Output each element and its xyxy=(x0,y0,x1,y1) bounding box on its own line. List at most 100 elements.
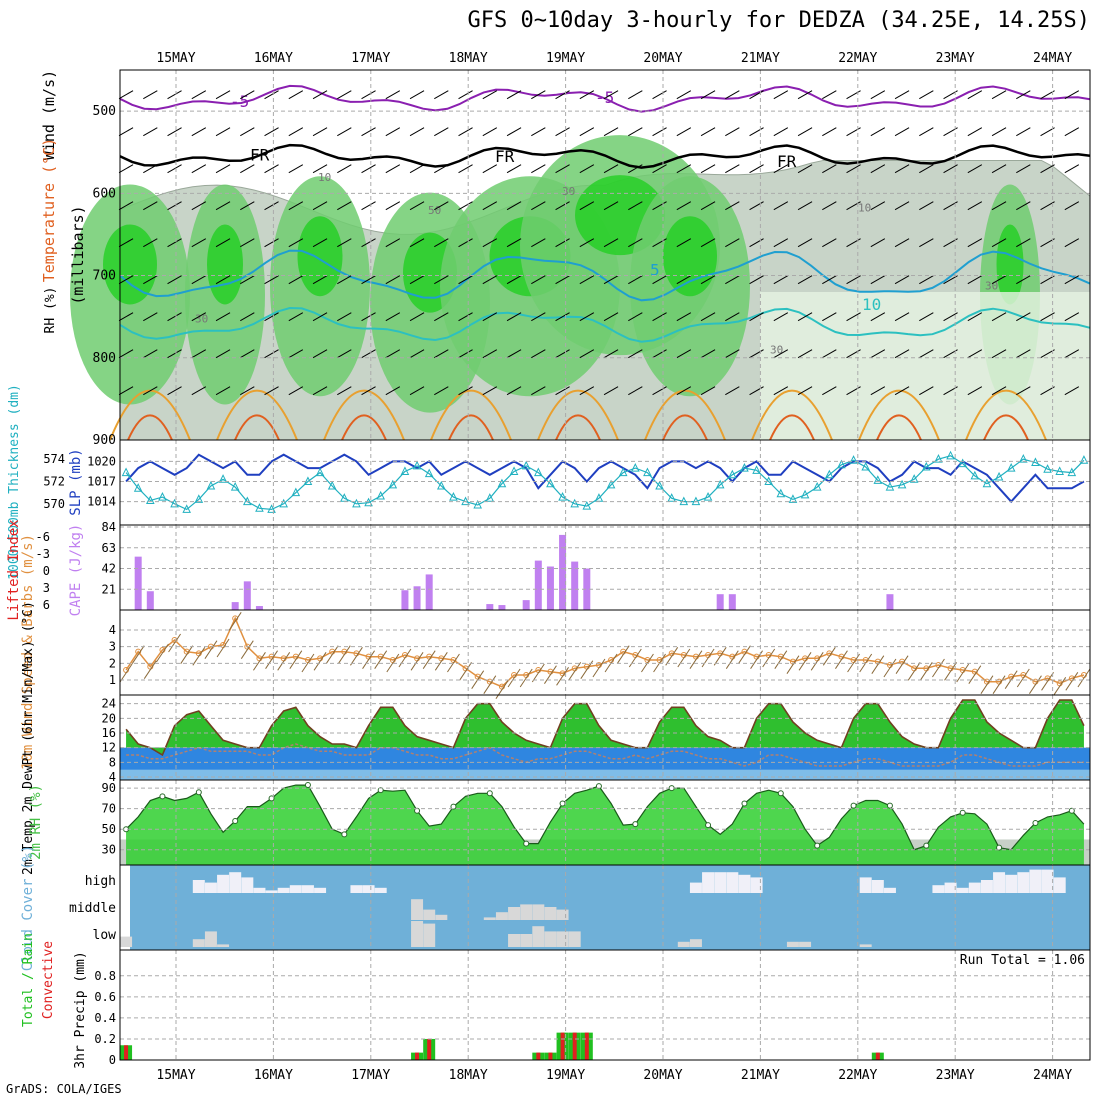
temp-tick-label: 12 xyxy=(102,741,116,755)
wind-barb-10m xyxy=(325,645,339,664)
wind-barb xyxy=(919,127,934,137)
wind-barb-10m xyxy=(447,653,460,673)
wind-barb-10m xyxy=(944,662,957,681)
wind-barb xyxy=(773,275,789,285)
wind-barb xyxy=(1016,312,1031,322)
cloud-bar-low xyxy=(544,931,557,947)
wind-barb xyxy=(676,386,692,396)
wind-barb xyxy=(1016,386,1031,396)
wind-barb xyxy=(409,90,425,100)
wind-barb xyxy=(773,90,789,100)
wind-barb xyxy=(1040,312,1055,322)
isotherm-label: FR xyxy=(250,145,270,164)
cloud-bar-high xyxy=(968,882,981,893)
wind-barb xyxy=(1064,238,1080,248)
wind-barb-10m xyxy=(956,663,970,683)
wind-barb xyxy=(167,201,182,211)
wind-barb xyxy=(288,386,304,396)
thickness-point xyxy=(158,492,167,501)
cloud-level-label: high xyxy=(85,874,116,889)
wind-barb xyxy=(919,201,934,211)
cloud-level-label: low xyxy=(93,928,117,943)
wind-barb xyxy=(822,238,837,248)
cloud-axis-label: Cloud Cover (%) xyxy=(20,845,36,971)
wind-barb-10m xyxy=(701,648,715,668)
wind-barb xyxy=(506,238,522,248)
wind-barb xyxy=(118,312,134,322)
wind-barb xyxy=(482,127,498,137)
wind-barb-10m xyxy=(350,647,363,666)
wind-barb xyxy=(531,312,546,322)
date-label-bottom: 24MAY xyxy=(1033,1068,1072,1083)
wind-barb xyxy=(1064,312,1080,322)
wind-barb xyxy=(628,201,643,211)
date-label-bottom: 17MAY xyxy=(351,1068,390,1083)
wind-barb xyxy=(1064,349,1080,359)
wind-barb-10m xyxy=(422,650,436,669)
wind-barb xyxy=(385,275,401,285)
wind-barb-10m xyxy=(810,652,824,671)
wind-barb-10m xyxy=(1053,677,1067,696)
wind-barb xyxy=(870,164,886,174)
wind-barb-10m xyxy=(835,650,848,669)
wind-barb-10m xyxy=(628,648,642,668)
thickness-point xyxy=(121,467,131,477)
wind-barb xyxy=(870,386,886,396)
cape-bar xyxy=(498,605,506,610)
cloud-bar-high xyxy=(204,882,217,893)
cloud-bar-high xyxy=(253,887,266,893)
wind-barb xyxy=(700,349,716,359)
temp-tick-label: 16 xyxy=(102,726,116,740)
wind-barb xyxy=(191,238,207,248)
wind-barb xyxy=(288,90,304,100)
cloud-bar-low xyxy=(192,939,205,947)
thickness-tick-label: 572 xyxy=(43,475,65,489)
wind-barb xyxy=(749,127,764,137)
wind-barb xyxy=(652,90,667,100)
isotherm-label: FR xyxy=(777,152,797,171)
thickness-point xyxy=(558,492,567,501)
wind-barb xyxy=(628,90,643,100)
cloud-bar-low xyxy=(799,941,812,947)
thickness-point xyxy=(449,492,458,501)
wind-barb xyxy=(482,164,498,174)
wind-barb xyxy=(458,275,473,285)
rh-tick-label: 30 xyxy=(102,843,116,857)
pressure-tick-label: 600 xyxy=(93,186,116,201)
wind-tick-label: 3 xyxy=(109,640,116,654)
precip-convective-label: Convective xyxy=(41,941,56,1019)
wind-barb xyxy=(482,201,498,211)
wind-barb xyxy=(361,90,376,100)
wind-barb-10m xyxy=(240,640,254,659)
wind-barb xyxy=(749,312,764,322)
wind-barb xyxy=(312,127,328,137)
rh-contour-label: 50 xyxy=(428,204,441,217)
isotherm-20 xyxy=(341,414,387,441)
wind-barb-10m xyxy=(410,652,424,671)
wind-barb xyxy=(288,349,304,359)
wind-barb xyxy=(991,349,1007,359)
wind-barb xyxy=(967,275,983,285)
cloud-bar-high xyxy=(689,882,702,893)
wind-barb xyxy=(676,127,692,137)
dewpoint-shading-light xyxy=(120,769,1090,780)
thickness-point xyxy=(618,467,628,477)
thickness-point xyxy=(1067,467,1077,477)
rh-point xyxy=(559,800,566,807)
wind-barb xyxy=(628,386,643,396)
wind-barb xyxy=(118,349,134,359)
wind-barb xyxy=(919,386,934,396)
wind-barb xyxy=(458,312,473,322)
wind-barb xyxy=(579,201,595,211)
cloud-bar-high xyxy=(956,887,969,893)
temp-tick-label: 8 xyxy=(109,755,116,769)
wind-speed-line xyxy=(125,616,1085,688)
isotherm-20 xyxy=(983,414,1029,441)
wind-barb xyxy=(967,349,983,359)
wind-barb xyxy=(337,275,352,285)
cloud-bar-high xyxy=(859,877,872,893)
wind-barb xyxy=(603,90,619,100)
wind-barb xyxy=(991,275,1007,285)
thickness-point xyxy=(521,460,531,470)
wind-barb xyxy=(482,90,498,100)
